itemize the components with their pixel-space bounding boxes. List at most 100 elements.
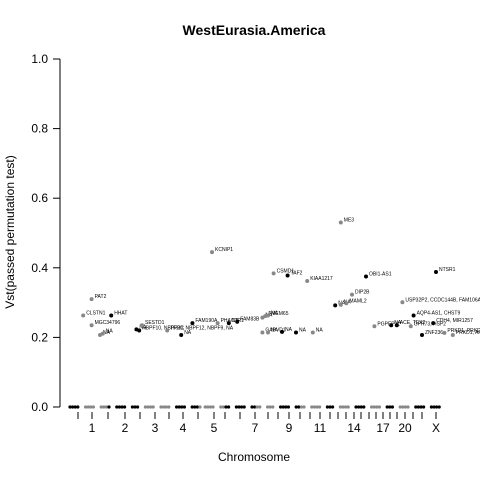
data-point xyxy=(434,269,438,274)
data-point xyxy=(420,332,424,337)
data-point xyxy=(226,321,231,326)
data-point xyxy=(235,319,240,324)
x-tick-label: 9 xyxy=(286,421,293,435)
x-tick-label: 20 xyxy=(398,421,412,435)
baseline-point xyxy=(344,405,348,409)
baseline-point xyxy=(310,405,314,409)
y-axis-ticks: 0.0 0.2 0.4 0.6 0.8 1.0 xyxy=(31,52,60,414)
point-label: NA xyxy=(271,328,279,334)
baseline-point xyxy=(198,405,202,409)
point-label: MAML2 xyxy=(349,298,366,304)
baseline-point xyxy=(359,405,363,409)
baseline-point xyxy=(133,405,137,409)
baseline-point xyxy=(164,405,168,409)
baseline-point xyxy=(416,405,420,409)
data-point xyxy=(338,302,343,307)
baseline-point xyxy=(71,405,75,409)
point-label: CSMD1 xyxy=(277,268,295,274)
baseline-point xyxy=(299,405,303,409)
x-axis-ticks: 1 2 3 4 5 7 9 11 14 17 20 X xyxy=(77,412,440,435)
data-point xyxy=(411,313,416,318)
y-tick-label: 0.8 xyxy=(31,122,48,136)
baseline-point xyxy=(167,405,171,409)
data-point xyxy=(210,250,214,255)
data-point xyxy=(137,328,142,333)
point-label: TAF2 xyxy=(291,270,303,276)
data-point xyxy=(338,220,343,225)
data-point xyxy=(305,279,310,284)
baseline-point xyxy=(266,405,270,409)
point-label: NA xyxy=(106,329,114,335)
data-point xyxy=(81,313,86,318)
data-point xyxy=(179,332,184,337)
point-label: NA xyxy=(184,330,192,336)
point-label: PGPEP1L xyxy=(377,321,400,327)
baseline-point xyxy=(84,405,88,409)
point-label: CDH4, MIR1257 xyxy=(436,318,473,324)
baseline-point xyxy=(362,405,366,409)
baseline-point xyxy=(406,405,410,409)
data-point xyxy=(140,323,144,328)
baseline-point xyxy=(422,405,426,409)
baseline-point xyxy=(250,405,254,409)
data-point xyxy=(364,274,368,279)
baseline-point xyxy=(279,405,283,409)
point-label: KIAA1217 xyxy=(310,276,333,282)
baseline-point xyxy=(89,405,93,409)
data-point xyxy=(260,330,265,335)
baseline-point xyxy=(302,405,306,409)
point-label: NA xyxy=(394,320,402,326)
point-label: PHACTR1 xyxy=(221,318,245,324)
baseline-point xyxy=(271,405,275,409)
baseline-point xyxy=(398,405,402,409)
baseline-point xyxy=(190,405,194,409)
x-axis-label: Chromosome xyxy=(218,450,290,464)
point-label: DIP2B xyxy=(355,290,370,296)
baseline-point xyxy=(234,405,238,409)
baseline-point xyxy=(99,405,103,409)
data-point xyxy=(333,303,338,308)
x-tick-label: 5 xyxy=(211,421,218,435)
data-point xyxy=(400,300,405,305)
baseline-point xyxy=(331,405,335,409)
baseline-point xyxy=(146,405,150,409)
data-point xyxy=(389,323,394,328)
baseline-point xyxy=(227,405,231,409)
data-point xyxy=(89,323,94,328)
baseline-point xyxy=(120,405,124,409)
baseline-point xyxy=(195,405,199,409)
baseline-point xyxy=(401,405,405,409)
baseline-point xyxy=(237,405,241,409)
baseline-point xyxy=(281,405,285,409)
point-label: NA xyxy=(299,328,307,334)
x-tick-label: 4 xyxy=(180,421,187,435)
data-point xyxy=(310,330,315,335)
baseline-point xyxy=(325,405,329,409)
baseline-point xyxy=(385,405,389,409)
x-tick-label: 2 xyxy=(122,421,129,435)
baseline-point xyxy=(115,405,119,409)
data-point xyxy=(215,321,220,326)
data-point xyxy=(372,324,377,329)
baseline-point xyxy=(107,405,111,409)
baseline-point xyxy=(143,405,147,409)
baseline-point xyxy=(177,405,181,409)
point-label: ACE, TEX2 xyxy=(400,320,426,326)
baseline-point xyxy=(338,405,342,409)
point-label: KCNIP1 xyxy=(215,247,233,253)
baseline-point xyxy=(318,405,322,409)
data-point xyxy=(408,324,413,329)
data-point xyxy=(100,331,105,336)
data-point xyxy=(450,332,455,337)
baseline-point xyxy=(414,405,418,409)
baseline-point xyxy=(403,405,407,409)
baseline-point xyxy=(297,405,301,409)
baseline-point xyxy=(102,405,106,409)
point-label: FAM190A xyxy=(195,318,218,324)
baseline-point xyxy=(68,405,72,409)
x-tick-label: 1 xyxy=(89,421,96,435)
baseline-point xyxy=(193,405,197,409)
baseline-point xyxy=(221,405,225,409)
baseline-point xyxy=(346,405,350,409)
